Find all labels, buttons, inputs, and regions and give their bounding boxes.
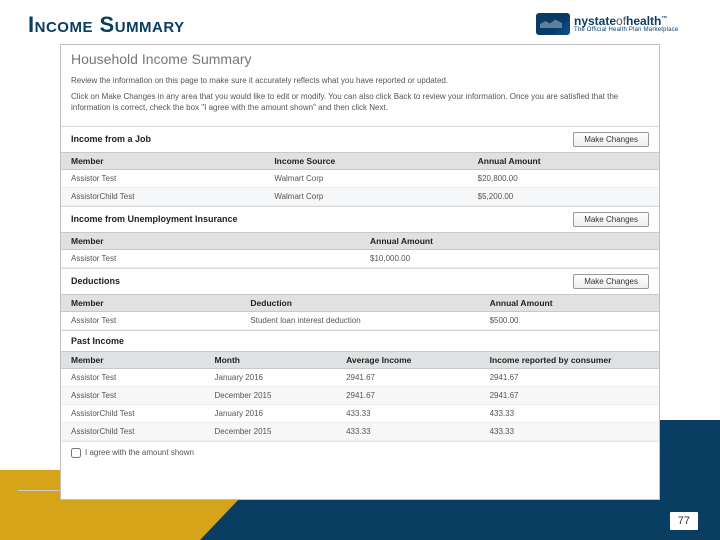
table-row: Assistor Test December 2015 2941.67 2941…: [61, 386, 659, 404]
col-month: Month: [205, 351, 337, 368]
col-avg: Average Income: [336, 351, 480, 368]
col-member: Member: [61, 351, 205, 368]
cell: 2941.67: [336, 386, 480, 404]
section-title-deductions: Deductions: [71, 276, 120, 286]
cell: AssistorChild Test: [61, 422, 205, 440]
cell: AssistorChild Test: [61, 187, 264, 205]
nysoh-logo: nystateofhealth™ The Official Health Pla…: [536, 6, 706, 42]
table-row: Assistor Test Student loan interest dedu…: [61, 311, 659, 329]
section-title-ui: Income from Unemployment Insurance: [71, 214, 238, 224]
app-page-title: Household Income Summary: [61, 45, 659, 71]
col-amount: Annual Amount: [480, 294, 659, 311]
cell: 433.33: [480, 404, 659, 422]
past-income-table: Member Month Average Income Income repor…: [61, 351, 659, 441]
cell: $5,200.00: [468, 187, 659, 205]
logo-word-of: of: [616, 14, 626, 28]
col-member: Member: [61, 152, 264, 169]
agree-row: I agree with the amount shown: [61, 441, 659, 464]
page-number: 77: [670, 512, 698, 530]
intro-line-1: Review the information on this page to m…: [71, 75, 649, 87]
cell: $500.00: [480, 311, 659, 329]
section-title-job: Income from a Job: [71, 134, 151, 144]
table-row: Assistor Test $10,000.00: [61, 249, 659, 267]
cell: 2941.67: [480, 386, 659, 404]
cell: $20,800.00: [468, 169, 659, 187]
cell: Assistor Test: [61, 249, 360, 267]
table-row: AssistorChild Test Walmart Corp $5,200.0…: [61, 187, 659, 205]
cell: $10,000.00: [360, 249, 659, 267]
logo-mark-icon: [536, 13, 570, 35]
col-deduction: Deduction: [240, 294, 479, 311]
logo-text: nystateofhealth™ The Official Health Pla…: [574, 15, 678, 33]
logo-word-nystate: nystate: [574, 14, 616, 28]
table-row: Assistor Test January 2016 2941.67 2941.…: [61, 368, 659, 386]
col-amount: Annual Amount: [468, 152, 659, 169]
agree-label: I agree with the amount shown: [85, 448, 194, 457]
make-changes-button[interactable]: Make Changes: [573, 212, 649, 227]
cell: Walmart Corp: [264, 169, 467, 187]
cell: December 2015: [205, 386, 337, 404]
table-row: AssistorChild Test December 2015 433.33 …: [61, 422, 659, 440]
col-amount: Annual Amount: [360, 232, 659, 249]
job-income-table: Member Income Source Annual Amount Assis…: [61, 152, 659, 206]
deductions-table: Member Deduction Annual Amount Assistor …: [61, 294, 659, 330]
agree-checkbox[interactable]: [71, 448, 81, 458]
cell: Walmart Corp: [264, 187, 467, 205]
cell: Assistor Test: [61, 368, 205, 386]
table-row: AssistorChild Test January 2016 433.33 4…: [61, 404, 659, 422]
col-member: Member: [61, 232, 360, 249]
cell: AssistorChild Test: [61, 404, 205, 422]
col-member: Member: [61, 294, 240, 311]
col-source: Income Source: [264, 152, 467, 169]
cell: Assistor Test: [61, 169, 264, 187]
section-title-past: Past Income: [71, 336, 124, 346]
logo-tagline: The Official Health Plan Marketplace: [574, 27, 678, 33]
section-deductions: Deductions Make Changes Member Deduction…: [61, 268, 659, 330]
app-intro: Review the information on this page to m…: [61, 71, 659, 126]
cell: 433.33: [480, 422, 659, 440]
col-reported: Income reported by consumer: [480, 351, 659, 368]
intro-line-2: Click on Make Changes in any area that y…: [71, 91, 649, 114]
make-changes-button[interactable]: Make Changes: [573, 274, 649, 289]
make-changes-button[interactable]: Make Changes: [573, 132, 649, 147]
cell: January 2016: [205, 404, 337, 422]
cell: 2941.67: [336, 368, 480, 386]
table-row: Assistor Test Walmart Corp $20,800.00: [61, 169, 659, 187]
cell: Assistor Test: [61, 386, 205, 404]
unemployment-table: Member Annual Amount Assistor Test $10,0…: [61, 232, 659, 268]
cell: 433.33: [336, 404, 480, 422]
cell: 2941.67: [480, 368, 659, 386]
section-past-income: Past Income Member Month Average Income …: [61, 330, 659, 441]
section-job-income: Income from a Job Make Changes Member In…: [61, 126, 659, 206]
app-screenshot: Household Income Summary Review the info…: [60, 44, 660, 500]
section-unemployment: Income from Unemployment Insurance Make …: [61, 206, 659, 268]
cell: 433.33: [336, 422, 480, 440]
cell: January 2016: [205, 368, 337, 386]
cell: Student loan interest deduction: [240, 311, 479, 329]
logo-word-health: health: [626, 14, 661, 28]
cell: December 2015: [205, 422, 337, 440]
slide-title: Income Summary: [28, 12, 185, 38]
cell: Assistor Test: [61, 311, 240, 329]
